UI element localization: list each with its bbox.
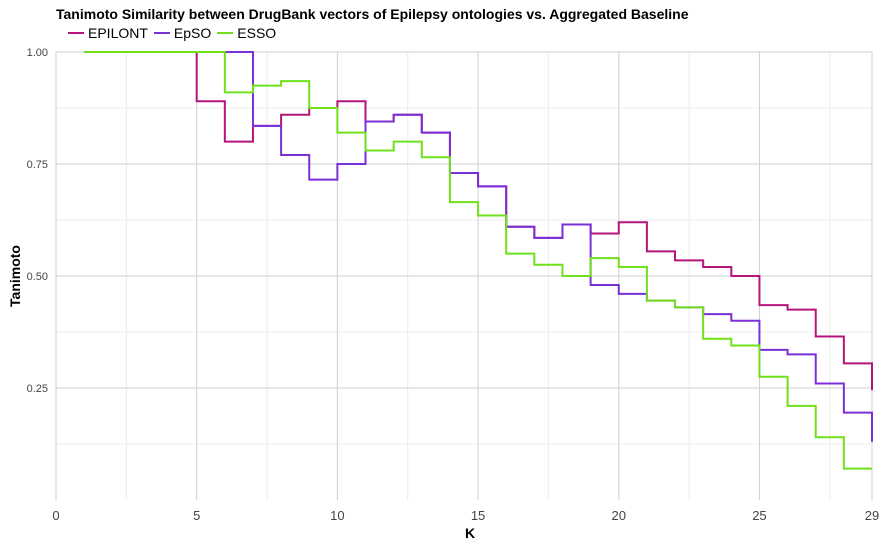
y-tick-label: 1.00 (27, 47, 48, 59)
x-tick-label: 10 (330, 508, 344, 523)
x-tick-label: 25 (752, 508, 766, 523)
legend-label-esso: ESSO (237, 25, 277, 41)
x-tick-label: 15 (471, 508, 485, 523)
series-layer (84, 51, 873, 470)
legend-swatch-epilont (68, 32, 84, 34)
series-line-epso (84, 51, 873, 442)
x-tick-label: 29 (865, 508, 879, 523)
legend-item-epilont: EPILONT (68, 25, 148, 41)
legend-item-epso: EpSO (153, 25, 212, 41)
legend-item-esso: ESSO (217, 25, 276, 41)
legend-label-epilont: EPILONT (88, 25, 148, 41)
chart-title: Tanimoto Similarity between DrugBank vec… (56, 6, 689, 22)
legend: EPILONT EpSO ESSO (68, 25, 276, 41)
x-tick-label: 20 (612, 508, 626, 523)
x-axis-title: K (465, 525, 475, 541)
y-tick-label: 0.75 (27, 159, 48, 171)
legend-label-epso: EpSO (173, 25, 212, 41)
x-tick-label: 5 (193, 508, 200, 523)
legend-swatch-epso (153, 32, 170, 34)
axis-layer: 0.25 0.50 0.75 1.00 0 5 10 15 20 25 29 K Tanimoto (7, 47, 879, 541)
y-tick-label: 0.25 (27, 383, 48, 395)
legend-swatch-esso (217, 32, 234, 34)
y-axis-title: Tanimoto (7, 245, 23, 307)
x-tick-label: 0 (52, 508, 59, 523)
series-line-esso (84, 51, 872, 470)
y-tick-label: 0.50 (27, 271, 48, 283)
